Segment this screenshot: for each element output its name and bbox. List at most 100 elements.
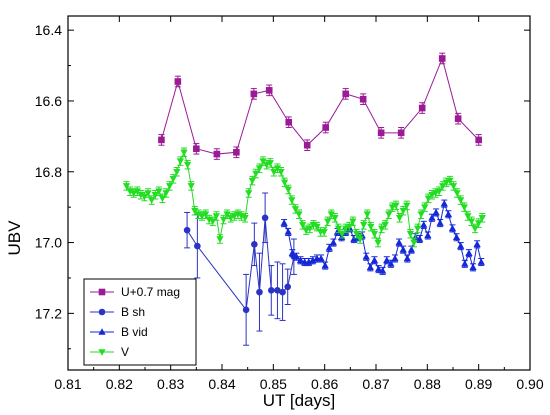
legend: U+0.7 mag B sh B vid V	[83, 278, 197, 366]
data-point	[284, 186, 292, 194]
data-point	[176, 158, 185, 165]
data-point	[449, 183, 458, 190]
data-point	[465, 249, 473, 256]
data-point	[342, 90, 350, 98]
data-point	[140, 193, 149, 201]
data-point	[442, 179, 450, 187]
data-point	[334, 225, 343, 233]
data-point	[438, 55, 446, 62]
data-point	[432, 208, 440, 216]
data-point	[151, 191, 159, 199]
legend-label: B sh	[121, 305, 145, 319]
data-point	[255, 165, 264, 173]
data-point	[366, 263, 374, 271]
data-point	[431, 190, 440, 197]
data-point	[350, 235, 358, 242]
data-point	[424, 231, 432, 239]
data-point	[155, 188, 163, 196]
data-point	[295, 211, 303, 219]
data-point	[325, 244, 333, 251]
data-point	[377, 129, 385, 137]
axes-layer: 0.81 0.82 0.83 0.84 0.85 0.86 0.87 0.88 0.89 0.90…	[35, 15, 544, 392]
data-point	[428, 213, 436, 221]
series-line	[160, 56, 480, 155]
data-point	[424, 195, 432, 203]
data-point	[279, 288, 286, 296]
data-point	[452, 233, 461, 241]
data-point	[342, 225, 350, 233]
data-point	[212, 213, 220, 220]
x-tick-label: 0.82	[106, 376, 133, 392]
data-point	[250, 90, 258, 98]
data-point	[292, 252, 301, 260]
data-point	[440, 199, 448, 207]
data-point	[248, 177, 256, 185]
data-point	[261, 214, 269, 222]
data-point	[322, 124, 329, 131]
y-tick-label: 16.4	[35, 22, 62, 38]
legend-entry: V	[90, 345, 129, 359]
data-point	[477, 258, 485, 265]
data-point	[169, 176, 177, 183]
x-tick-label: 0.83	[157, 376, 184, 392]
data-point	[296, 256, 305, 264]
data-point	[406, 230, 415, 238]
data-point	[256, 288, 263, 296]
x-tick-label: 0.85	[260, 376, 287, 392]
data-point	[370, 256, 379, 264]
data-point	[457, 197, 465, 204]
legend-swatch-marker	[98, 349, 106, 356]
data-point	[213, 150, 221, 158]
data-point	[166, 183, 174, 190]
data-point	[174, 78, 182, 85]
legend-label: U+0.7 mag	[121, 285, 180, 299]
data-point	[280, 219, 288, 226]
data-point	[464, 213, 472, 220]
data-point	[461, 260, 469, 267]
data-point	[194, 211, 203, 219]
data-point	[194, 242, 201, 250]
plot-layer	[122, 52, 486, 346]
data-point	[137, 191, 145, 199]
data-point	[410, 239, 418, 247]
data-point	[403, 202, 411, 210]
data-point	[306, 225, 314, 233]
data-point	[454, 115, 462, 122]
data-point	[469, 263, 477, 271]
data-point	[183, 226, 191, 234]
y-tick-label: 17.0	[35, 235, 62, 251]
data-point	[130, 190, 138, 197]
legend-label: B vid	[121, 325, 148, 339]
y-axis-title: UBV	[5, 220, 24, 256]
data-point	[417, 211, 425, 219]
data-point	[385, 211, 393, 219]
x-tick-label: 0.89	[465, 376, 492, 392]
data-point	[420, 221, 428, 228]
data-point	[183, 161, 192, 169]
data-point	[467, 218, 476, 226]
data-point	[413, 225, 422, 233]
data-point	[144, 190, 152, 197]
data-point	[274, 287, 281, 294]
y-tick-label: 16.8	[35, 164, 62, 180]
data-point	[291, 206, 300, 213]
series-u-0-7-mag	[158, 52, 482, 160]
data-point	[245, 190, 253, 197]
data-point	[216, 236, 224, 243]
data-point	[302, 227, 310, 234]
data-point	[378, 225, 386, 233]
data-point	[234, 211, 242, 219]
data-point	[227, 214, 235, 222]
data-point	[446, 177, 454, 185]
data-point	[284, 228, 292, 235]
x-tick-label: 0.84	[208, 376, 235, 392]
series-b-sh	[183, 192, 298, 346]
data-point	[453, 190, 461, 197]
data-point	[360, 222, 368, 229]
data-point	[267, 287, 275, 294]
data-point	[359, 95, 367, 103]
data-point	[379, 267, 387, 274]
legend-swatch-marker	[98, 308, 106, 316]
data-point	[263, 161, 271, 169]
